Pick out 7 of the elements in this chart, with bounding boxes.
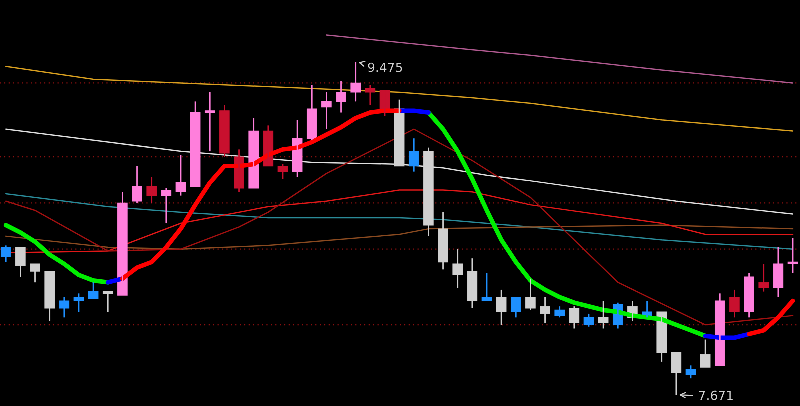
candlestick xyxy=(758,263,770,293)
annotation: 7.671 xyxy=(699,390,733,400)
candlestick xyxy=(482,272,492,302)
annotation: 9.475 xyxy=(368,62,402,72)
candlestick xyxy=(74,292,84,313)
candlestick xyxy=(102,291,114,313)
candlestick xyxy=(540,296,550,324)
